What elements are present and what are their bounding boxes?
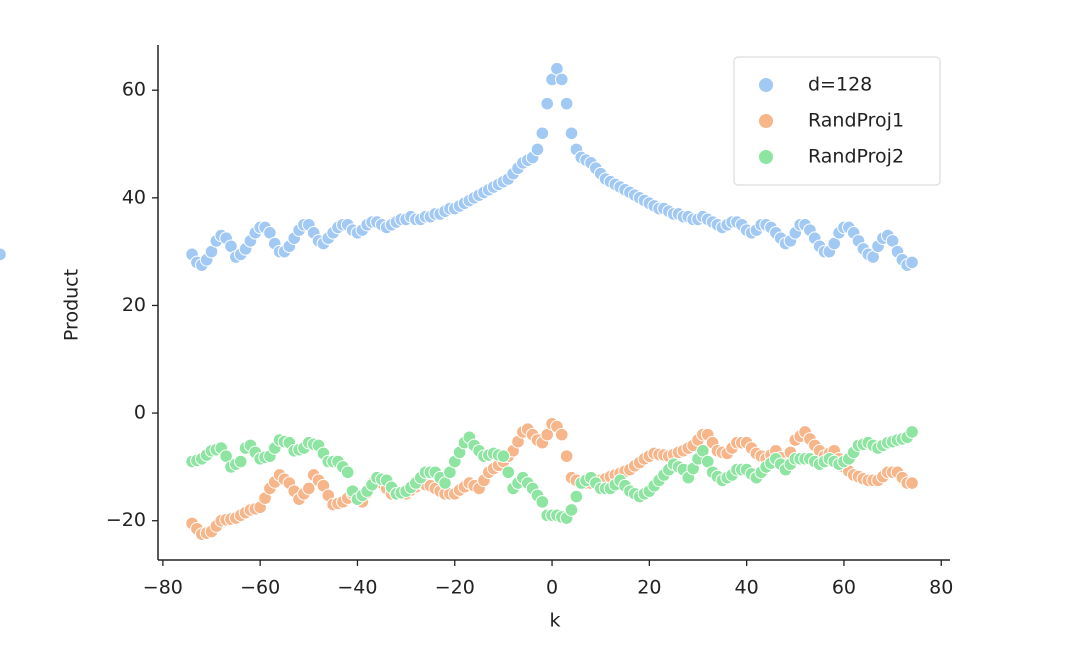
x-tick-label: 80 (929, 577, 953, 599)
y-tick-label: 20 (122, 294, 146, 316)
legend-marker (758, 149, 774, 165)
scatter-point (535, 495, 550, 509)
scatter-point (564, 503, 579, 517)
y-tick-label: −20 (106, 509, 146, 531)
x-tick-label: −60 (240, 577, 280, 599)
scatter-point (554, 72, 569, 87)
y-tick-label: 40 (122, 186, 146, 208)
y-tick-label: 60 (122, 79, 146, 101)
x-tick-label: 20 (637, 577, 661, 599)
scatter-point (564, 126, 579, 141)
scatter-point (233, 454, 248, 469)
scatter-point (535, 126, 550, 141)
x-tick-label: −40 (337, 577, 377, 599)
x-tick-label: −20 (435, 577, 475, 599)
y-tick-label: 0 (134, 402, 146, 424)
scatter-point (540, 96, 554, 111)
scatter-point (905, 476, 919, 490)
legend-label: RandProj2 (808, 146, 904, 168)
scatter-point (340, 465, 355, 480)
legend-label: RandProj1 (808, 110, 904, 132)
y-axis-label: Product (61, 269, 83, 341)
x-tick-label: −80 (143, 577, 183, 599)
scatter-point (302, 481, 316, 496)
scatter-point (905, 425, 919, 439)
scatter-point (0, 247, 7, 262)
scatter-point (501, 465, 516, 480)
legend-label: d=128 (808, 74, 872, 96)
scatter-point (559, 449, 574, 463)
x-tick-label: 0 (546, 577, 558, 599)
legend-marker (758, 113, 774, 129)
x-axis-label: k (549, 610, 560, 632)
x-tick-label: 60 (832, 577, 856, 599)
scatter-point (569, 489, 584, 504)
scatter-point (905, 255, 919, 270)
x-tick-label: 40 (735, 577, 759, 599)
scatter-point (559, 96, 574, 111)
scatter-point (530, 142, 545, 157)
legend-box (733, 56, 941, 186)
scatter-point (496, 449, 511, 463)
legend-marker (758, 77, 774, 93)
scatter-point (554, 427, 569, 442)
